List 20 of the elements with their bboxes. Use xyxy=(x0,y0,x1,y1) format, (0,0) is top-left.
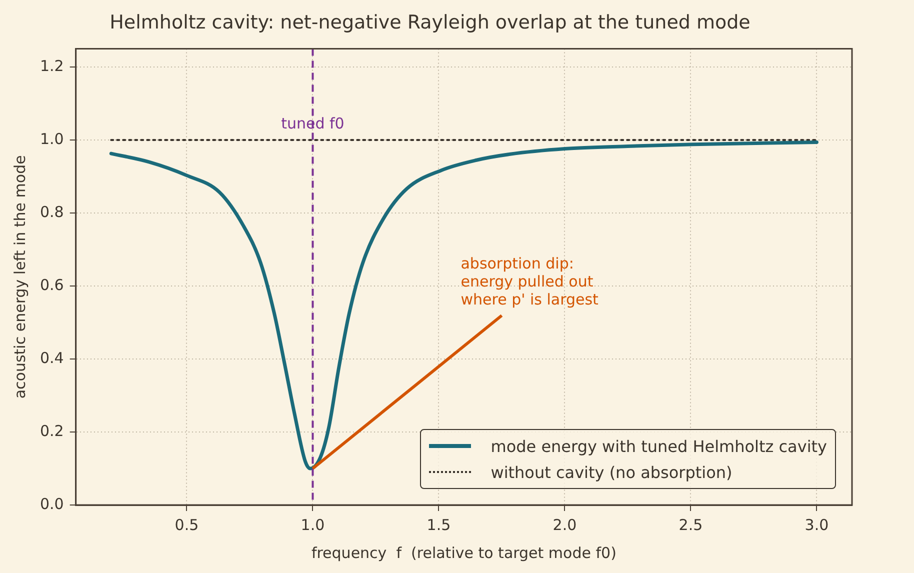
x-tick-label: 2.5 xyxy=(678,516,703,534)
annotation: absorption dip: energy pulled out where p' is largest xyxy=(460,254,599,309)
legend-label: mode energy with tuned Helmholtz cavity xyxy=(490,436,827,456)
x-tick-label: 0.5 xyxy=(174,516,199,534)
y-tick-label: 0.6 xyxy=(40,276,64,294)
chart-title: Helmholtz cavity: net-negative Rayleigh overlap at the tuned mode xyxy=(110,11,750,34)
ref-line-label: tuned f0 xyxy=(281,114,344,132)
y-tick-label: 0.0 xyxy=(40,494,64,513)
y-tick-label: 0.8 xyxy=(40,202,64,221)
y-tick-label: 0.4 xyxy=(40,348,64,367)
x-tick-label: 1.5 xyxy=(426,516,451,534)
legend-label: without cavity (no absorption) xyxy=(490,462,732,482)
y-tick-label: 1.2 xyxy=(40,56,64,75)
x-tick-label: 1.0 xyxy=(300,516,325,534)
x-axis-title: frequency f (relative to target mode f0) xyxy=(311,544,616,562)
y-tick-label: 0.2 xyxy=(40,422,64,440)
x-tick-label: 3.0 xyxy=(804,516,829,534)
y-tick-label: 1.0 xyxy=(40,130,64,148)
x-tick-label: 2.0 xyxy=(552,516,577,534)
y-axis-title: acoustic energy left in the mode xyxy=(10,155,29,399)
